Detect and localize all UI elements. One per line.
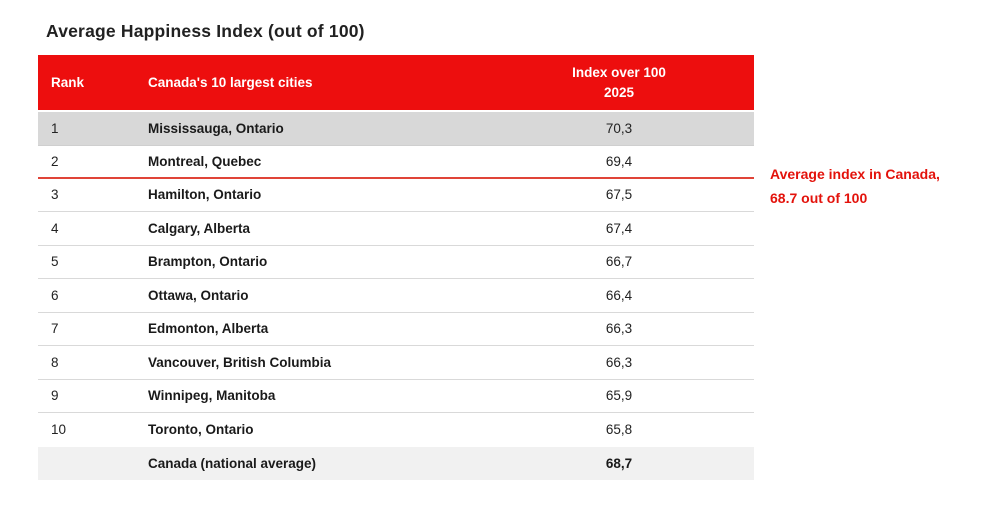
rank-cell: 10	[51, 422, 67, 438]
value-cell: 67,4	[605, 220, 633, 236]
table-row: 7 Edmonton, Alberta 66,3	[38, 312, 754, 346]
average-annotation-line2: 68.7 out of 100	[770, 190, 868, 206]
table-row: 9 Winnipeg, Manitoba 65,9	[38, 379, 754, 413]
header-index-line2: 2025	[603, 84, 635, 100]
table-footer-row: Canada (national average) 68,7	[38, 446, 754, 480]
table-row: 1 Mississauga, Ontario 70,3	[38, 112, 754, 146]
header-cities: Canada's 10 largest cities	[148, 75, 313, 90]
value-cell: 65,8	[605, 422, 633, 438]
average-annotation-line1: Average index in Canada,	[770, 166, 940, 182]
happiness-table: Rank Canada's 10 largest cities Index ov…	[38, 55, 754, 480]
value-cell: 66,4	[605, 287, 633, 303]
average-annotation: Average index in Canada, 68.7 out of 100	[770, 162, 970, 210]
value-cell: 70,3	[605, 120, 633, 136]
value-cell: 65,9	[605, 388, 633, 404]
table-row: 5 Brampton, Ontario 66,7	[38, 245, 754, 279]
page-title: Average Happiness Index (out of 100)	[46, 21, 365, 41]
rank-cell: 9	[51, 388, 59, 404]
city-cell: Hamilton, Ontario	[148, 187, 262, 203]
city-cell: Edmonton, Alberta	[148, 321, 269, 337]
footer-label-cell: Canada (national average)	[148, 455, 317, 471]
value-cell: 66,3	[605, 321, 633, 337]
rank-cell: 3	[51, 187, 59, 203]
value-cell: 66,7	[605, 254, 633, 270]
value-cell: 69,4	[605, 153, 633, 169]
table-body: 1 Mississauga, Ontario 70,3 2 Montreal, Queb…	[38, 112, 754, 447]
city-cell: Ottawa, Ontario	[148, 287, 249, 303]
rank-cell: 6	[51, 287, 59, 303]
city-cell: Toronto, Ontario	[148, 422, 254, 438]
table-row: 10 Toronto, Ontario 65,8	[38, 413, 754, 447]
table-row: 2 Montreal, Quebec 69,4	[38, 145, 754, 179]
footer-value-cell: 68,7	[605, 455, 633, 471]
table-row: 4 Calgary, Alberta 67,4	[38, 212, 754, 246]
value-cell: 66,3	[605, 354, 633, 370]
city-cell: Montreal, Quebec	[148, 153, 262, 169]
table-header: Rank Canada's 10 largest cities Index ov…	[38, 55, 754, 110]
table-row: 6 Ottawa, Ontario 66,4	[38, 279, 754, 313]
rank-cell: 2	[51, 153, 59, 169]
table-row: 8 Vancouver, British Columbia 66,3	[38, 346, 754, 380]
city-cell: Vancouver, British Columbia	[148, 354, 332, 370]
header-rank: Rank	[51, 75, 85, 90]
header-index: Index over 100 2025	[484, 63, 754, 102]
rank-cell: 1	[51, 120, 59, 136]
city-cell: Mississauga, Ontario	[148, 120, 284, 136]
header-index-line1: Index over 100	[572, 64, 666, 80]
rank-cell: 8	[51, 354, 59, 370]
city-cell: Winnipeg, Manitoba	[148, 388, 276, 404]
city-cell: Calgary, Alberta	[148, 220, 251, 236]
rank-cell: 5	[51, 254, 59, 270]
rank-cell: 7	[51, 321, 59, 337]
city-cell: Brampton, Ontario	[148, 254, 268, 270]
table-row: 3 Hamilton, Ontario 67,5	[38, 178, 754, 212]
value-cell: 67,5	[605, 187, 633, 203]
rank-cell: 4	[51, 220, 59, 236]
